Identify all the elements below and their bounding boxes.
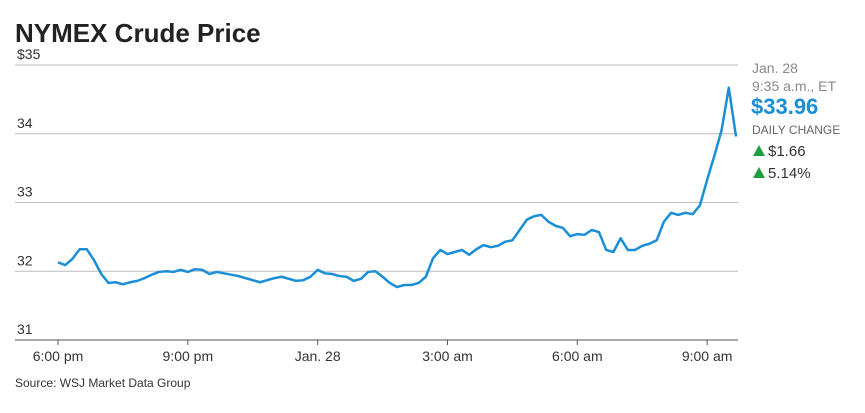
y-tick-label: 31 <box>17 321 33 337</box>
x-tick-label: Jan. 28 <box>295 348 341 364</box>
up-arrow <box>753 145 765 156</box>
source: Source: WSJ Market Data Group <box>15 376 191 390</box>
y-tick-label: 33 <box>17 184 33 200</box>
annotation-change-label: DAILY CHANGE <box>752 123 840 137</box>
annotation-change-pct: 5.14% <box>768 165 811 182</box>
up-arrow <box>753 167 765 178</box>
x-tick-label: 3:00 am <box>422 348 473 364</box>
annotation-price: $33.96 <box>751 94 818 119</box>
chart-title: NYMEX Crude Price <box>15 18 261 48</box>
price-line <box>57 86 738 289</box>
x-tick-label: 6:00 pm <box>33 348 84 364</box>
annotation-date: Jan. 28 <box>752 60 798 76</box>
y-tick-label: 34 <box>17 115 33 131</box>
y-tick-label: 32 <box>17 252 33 268</box>
y-tick-label: $35 <box>17 46 41 62</box>
annotation-change: $1.66 <box>768 143 806 160</box>
x-tick-label: 9:00 am <box>682 348 733 364</box>
annotation-time: 9:35 a.m., ET <box>752 78 836 94</box>
x-tick-label: 9:00 pm <box>163 348 214 364</box>
x-tick-label: 6:00 am <box>552 348 603 364</box>
